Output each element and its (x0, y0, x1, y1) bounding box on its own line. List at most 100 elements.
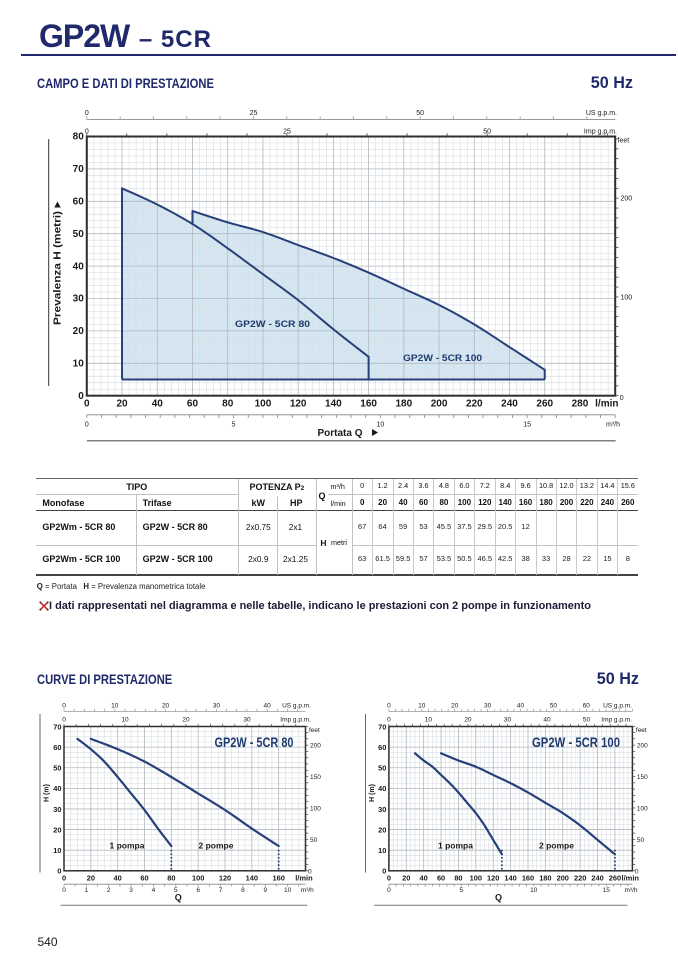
svg-text:100: 100 (621, 294, 633, 301)
svg-text:10: 10 (53, 846, 61, 855)
svg-text:100: 100 (310, 805, 321, 812)
svg-text:0: 0 (387, 717, 391, 724)
svg-text:6: 6 (196, 887, 200, 894)
svg-text:US g.p.m.: US g.p.m. (586, 110, 617, 117)
svg-text:l/min: l/min (622, 874, 640, 883)
svg-text:80: 80 (222, 399, 234, 410)
svg-text:feet: feet (618, 138, 630, 145)
svg-text:160: 160 (522, 874, 534, 883)
svg-text:10: 10 (284, 887, 292, 894)
svg-text:40: 40 (420, 874, 428, 883)
svg-text:70: 70 (73, 164, 85, 175)
svg-text:50: 50 (550, 703, 558, 710)
svg-text:180: 180 (395, 399, 412, 410)
svg-text:40: 40 (378, 784, 386, 793)
svg-text:120: 120 (219, 874, 231, 883)
svg-text:60: 60 (140, 874, 148, 883)
svg-text:4: 4 (152, 887, 156, 894)
svg-text:60: 60 (53, 743, 61, 752)
svg-text:30: 30 (484, 703, 492, 710)
svg-text:20: 20 (464, 717, 472, 724)
svg-text:0: 0 (387, 874, 391, 883)
svg-text:60: 60 (187, 399, 199, 410)
svg-text:60: 60 (73, 197, 85, 208)
svg-text:160: 160 (360, 399, 377, 410)
svg-text:50: 50 (483, 129, 491, 136)
svg-text:Imp g.p.m.: Imp g.p.m. (584, 129, 617, 136)
svg-text:9: 9 (263, 887, 267, 894)
svg-text:60: 60 (437, 874, 445, 883)
svg-text:40: 40 (73, 261, 85, 272)
svg-text:180: 180 (539, 874, 551, 883)
svg-text:20: 20 (182, 717, 190, 724)
svg-text:2 pompe: 2 pompe (199, 841, 234, 851)
svg-text:120: 120 (487, 874, 499, 883)
svg-text:10: 10 (530, 887, 538, 894)
svg-text:30: 30 (73, 294, 85, 305)
svg-text:50: 50 (583, 717, 591, 724)
svg-text:100: 100 (470, 874, 482, 883)
svg-text:50: 50 (637, 837, 645, 844)
svg-text:160: 160 (272, 874, 284, 883)
svg-text:2 pompe: 2 pompe (539, 841, 574, 851)
svg-text:0: 0 (84, 399, 90, 410)
svg-text:20: 20 (451, 703, 459, 710)
svg-text:140: 140 (325, 399, 342, 410)
svg-text:US g.p.m.: US g.p.m. (282, 703, 311, 710)
svg-text:0: 0 (387, 703, 391, 710)
svg-text:240: 240 (501, 399, 518, 410)
svg-text:10: 10 (425, 717, 433, 724)
svg-text:3: 3 (129, 887, 133, 894)
svg-text:10: 10 (121, 717, 129, 724)
svg-text:10: 10 (418, 703, 426, 710)
svg-text:20: 20 (53, 825, 61, 834)
svg-text:40: 40 (114, 874, 122, 883)
svg-text:140: 140 (504, 874, 516, 883)
svg-text:240: 240 (591, 874, 603, 883)
svg-text:Imp g.p.m.: Imp g.p.m. (280, 717, 311, 724)
svg-text:25: 25 (283, 129, 291, 136)
svg-text:150: 150 (637, 774, 648, 781)
svg-text:0: 0 (57, 867, 61, 876)
svg-text:50: 50 (53, 764, 61, 773)
svg-text:Prevalenza H (metri): Prevalenza H (metri) (53, 211, 64, 325)
svg-text:20: 20 (378, 825, 386, 834)
svg-text:0: 0 (85, 110, 89, 117)
svg-text:0: 0 (62, 874, 66, 883)
svg-text:20: 20 (73, 326, 85, 337)
svg-text:100: 100 (192, 874, 204, 883)
svg-text:m³/h: m³/h (606, 421, 620, 428)
svg-text:100: 100 (637, 805, 648, 812)
svg-text:m³/h: m³/h (625, 887, 638, 894)
svg-text:Imp g.p.m.: Imp g.p.m. (601, 717, 632, 724)
svg-text:Q: Q (175, 893, 182, 903)
svg-text:GP2W - 5CR 100: GP2W - 5CR 100 (532, 734, 620, 750)
svg-text:7: 7 (219, 887, 223, 894)
svg-text:US g.p.m.: US g.p.m. (603, 703, 632, 710)
svg-text:200: 200 (557, 874, 569, 883)
svg-text:140: 140 (246, 874, 258, 883)
svg-text:30: 30 (213, 703, 221, 710)
svg-text:80: 80 (73, 132, 85, 143)
svg-text:0: 0 (62, 703, 66, 710)
svg-text:0: 0 (62, 887, 66, 894)
svg-text:0: 0 (387, 887, 391, 894)
svg-text:5: 5 (174, 887, 178, 894)
svg-text:20: 20 (162, 703, 170, 710)
svg-text:220: 220 (574, 874, 586, 883)
svg-text:2: 2 (107, 887, 111, 894)
svg-text:0: 0 (382, 867, 386, 876)
svg-text:200: 200 (621, 196, 633, 203)
svg-text:200: 200 (310, 743, 321, 750)
svg-text:40: 40 (152, 399, 164, 410)
svg-text:60: 60 (583, 703, 591, 710)
svg-text:feet: feet (636, 727, 647, 734)
svg-text:15: 15 (523, 421, 531, 428)
svg-text:0: 0 (85, 129, 89, 136)
svg-text:H (m): H (m) (44, 784, 51, 802)
svg-text:0: 0 (62, 717, 66, 724)
svg-text:50: 50 (310, 837, 318, 844)
svg-text:10: 10 (376, 421, 384, 428)
svg-text:100: 100 (255, 399, 272, 410)
svg-text:70: 70 (378, 722, 386, 731)
